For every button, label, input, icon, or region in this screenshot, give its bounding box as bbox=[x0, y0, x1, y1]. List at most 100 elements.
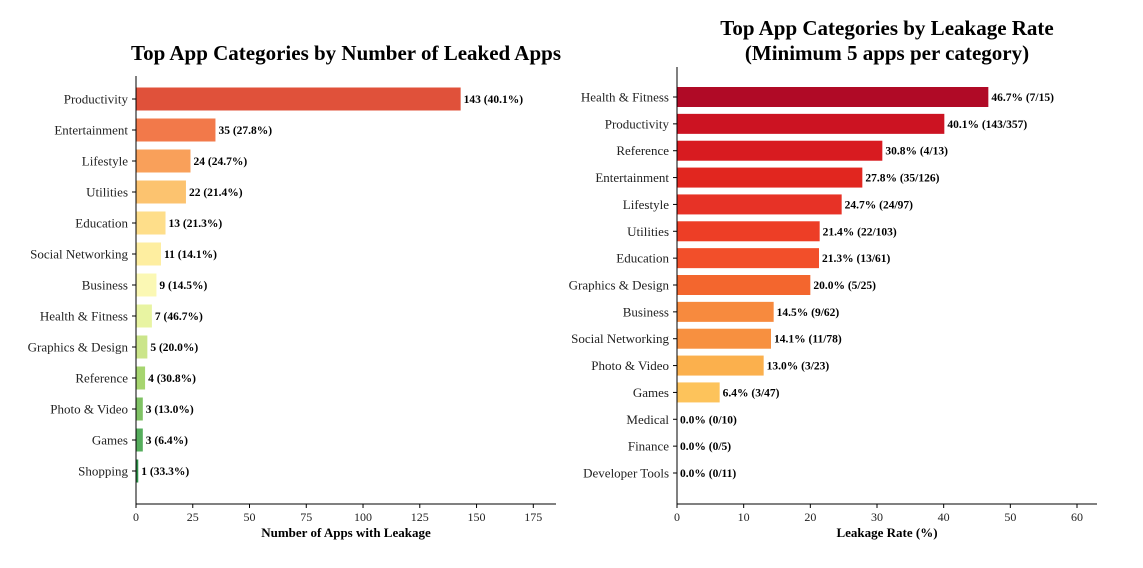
bar bbox=[136, 273, 157, 297]
category-label: Productivity bbox=[64, 92, 129, 107]
category-label: Entertainment bbox=[595, 170, 669, 185]
bar bbox=[677, 113, 945, 134]
bar bbox=[677, 301, 774, 322]
bar bbox=[136, 428, 143, 452]
bar bbox=[136, 304, 152, 328]
data-label: 0.0% (0/10) bbox=[680, 414, 737, 426]
category-label: Shopping bbox=[78, 464, 128, 479]
category-label: Photo & Video bbox=[591, 358, 669, 373]
category-label: Health & Fitness bbox=[40, 309, 128, 324]
data-label: 7 (46.7%) bbox=[155, 311, 203, 323]
bar bbox=[136, 87, 461, 111]
bar bbox=[677, 382, 720, 403]
data-label: 14.1% (11/78) bbox=[774, 334, 842, 346]
bar bbox=[136, 397, 143, 421]
data-label: 24 (24.7%) bbox=[193, 156, 247, 168]
x-tick-label: 10 bbox=[738, 510, 750, 524]
bar bbox=[677, 221, 820, 242]
bar bbox=[136, 335, 148, 359]
bar bbox=[136, 180, 186, 204]
data-label: 20.0% (5/25) bbox=[813, 280, 876, 292]
category-label: Business bbox=[82, 278, 128, 293]
category-label: Entertainment bbox=[54, 123, 128, 138]
data-label: 1 (33.3%) bbox=[141, 466, 189, 478]
data-label: 27.8% (35/126) bbox=[865, 173, 939, 185]
x-tick-label: 40 bbox=[938, 510, 950, 524]
category-label: Games bbox=[92, 433, 128, 448]
x-tick-label: 125 bbox=[411, 510, 429, 524]
x-tick-label: 60 bbox=[1071, 510, 1083, 524]
category-label: Utilities bbox=[86, 185, 128, 200]
bar bbox=[136, 242, 161, 266]
category-label: Graphics & Design bbox=[569, 278, 670, 293]
bar bbox=[677, 248, 819, 269]
data-label: 0.0% (0/11) bbox=[680, 468, 736, 480]
data-label: 4 (30.8%) bbox=[148, 373, 196, 385]
chart-leaked-apps: Top App Categories by Number of Leaked A… bbox=[28, 41, 561, 540]
category-label: Graphics & Design bbox=[28, 340, 129, 355]
category-label: Games bbox=[633, 385, 669, 400]
data-label: 11 (14.1%) bbox=[164, 249, 217, 261]
category-label: Reference bbox=[75, 371, 128, 386]
category-label: Education bbox=[75, 216, 128, 231]
data-label: 9 (14.5%) bbox=[159, 280, 207, 292]
bar bbox=[677, 140, 883, 161]
x-tick-label: 175 bbox=[524, 510, 542, 524]
x-tick-label: 100 bbox=[354, 510, 372, 524]
x-tick-label: 25 bbox=[187, 510, 199, 524]
bar bbox=[677, 194, 842, 215]
category-label: Education bbox=[616, 251, 669, 266]
chart-title-line-1: Top App Categories by Leakage Rate bbox=[720, 16, 1054, 40]
category-label: Lifestyle bbox=[623, 197, 669, 212]
category-label: Utilities bbox=[627, 224, 669, 239]
x-axis-label: Number of Apps with Leakage bbox=[261, 525, 431, 540]
category-label: Developer Tools bbox=[583, 466, 669, 481]
data-label: 3 (6.4%) bbox=[146, 435, 188, 447]
chart-title: Top App Categories by Number of Leaked A… bbox=[131, 41, 561, 65]
bar bbox=[677, 275, 811, 295]
x-axis-label: Leakage Rate (%) bbox=[836, 525, 937, 540]
category-label: Productivity bbox=[605, 116, 670, 131]
data-label: 24.7% (24/97) bbox=[845, 199, 914, 211]
bar bbox=[136, 149, 191, 173]
x-tick-label: 50 bbox=[1004, 510, 1016, 524]
x-tick-label: 0 bbox=[674, 510, 680, 524]
data-label: 21.3% (13/61) bbox=[822, 253, 891, 265]
data-label: 143 (40.1%) bbox=[464, 94, 524, 106]
data-label: 46.7% (7/15) bbox=[991, 92, 1054, 104]
x-tick-label: 50 bbox=[244, 510, 256, 524]
category-label: Social Networking bbox=[30, 247, 128, 262]
chart-leakage-rate: Top App Categories by Leakage Rate (Mini… bbox=[569, 16, 1097, 540]
data-label: 5 (20.0%) bbox=[150, 342, 198, 354]
data-label: 3 (13.0%) bbox=[146, 404, 194, 416]
data-label: 14.5% (9/62) bbox=[777, 307, 840, 319]
category-label: Finance bbox=[628, 439, 669, 454]
bar bbox=[136, 211, 166, 235]
bar bbox=[136, 459, 139, 483]
x-tick-label: 75 bbox=[300, 510, 312, 524]
chart-title-line-2: (Minimum 5 apps per category) bbox=[745, 41, 1029, 65]
x-tick-label: 0 bbox=[133, 510, 139, 524]
data-label: 21.4% (22/103) bbox=[823, 226, 897, 238]
bar bbox=[677, 328, 771, 349]
data-label: 22 (21.4%) bbox=[189, 187, 243, 199]
category-label: Health & Fitness bbox=[581, 90, 669, 105]
data-label: 0.0% (0/5) bbox=[680, 441, 731, 453]
bar bbox=[136, 366, 146, 390]
data-label: 30.8% (4/13) bbox=[885, 146, 948, 158]
category-label: Medical bbox=[626, 412, 669, 427]
x-tick-label: 150 bbox=[468, 510, 486, 524]
data-label: 6.4% (3/47) bbox=[723, 387, 780, 399]
category-label: Photo & Video bbox=[50, 402, 128, 417]
bar bbox=[136, 118, 216, 142]
bar bbox=[677, 87, 989, 107]
data-label: 13 (21.3%) bbox=[169, 218, 223, 230]
category-label: Business bbox=[623, 304, 669, 319]
x-tick-label: 30 bbox=[871, 510, 883, 524]
data-label: 13.0% (3/23) bbox=[767, 361, 830, 373]
category-label: Lifestyle bbox=[82, 154, 128, 169]
category-label: Social Networking bbox=[571, 331, 669, 346]
category-label: Reference bbox=[616, 143, 669, 158]
x-tick-label: 20 bbox=[804, 510, 816, 524]
